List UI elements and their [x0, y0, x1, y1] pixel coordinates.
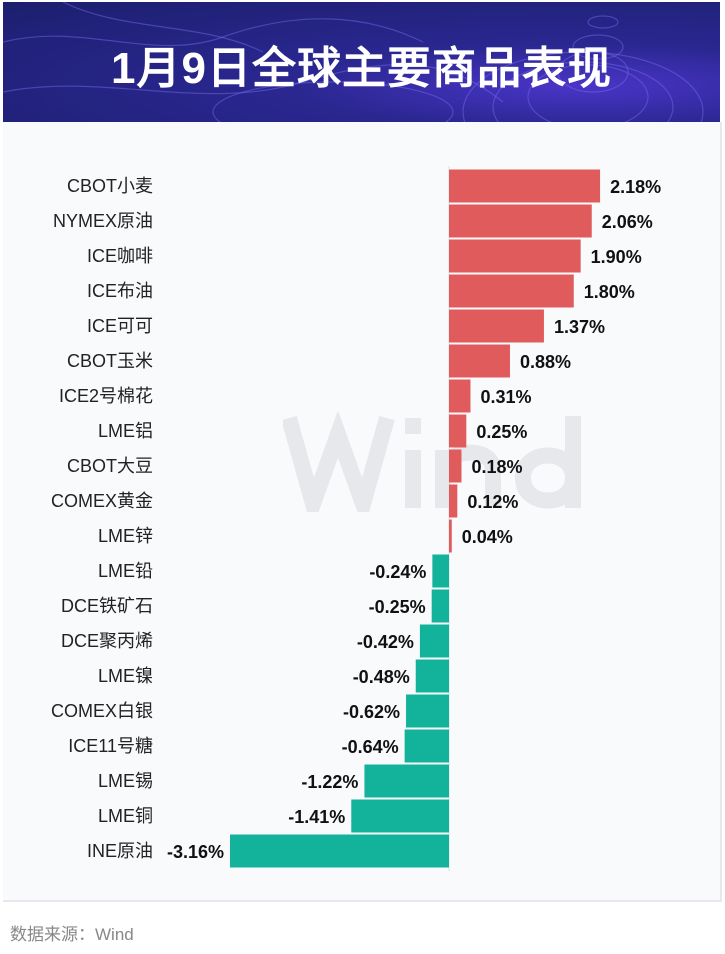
value-label: 0.31% — [480, 387, 531, 407]
category-label: DCE铁矿石 — [61, 596, 153, 616]
category-label: NYMEX原油 — [53, 211, 153, 231]
category-label: LME镍 — [98, 666, 153, 686]
wind-watermark-logo — [283, 412, 581, 512]
value-label: 0.12% — [467, 492, 518, 512]
value-label: 0.18% — [471, 457, 522, 477]
bar — [449, 379, 471, 413]
bar — [432, 554, 449, 588]
category-label: DCE聚丙烯 — [61, 631, 153, 651]
bar — [351, 799, 449, 833]
value-label: 2.18% — [610, 177, 661, 197]
bar — [449, 239, 581, 273]
value-label: -0.25% — [369, 597, 426, 617]
category-label: CBOT大豆 — [67, 456, 153, 476]
source-note: 数据来源：Wind — [10, 925, 134, 944]
category-label: COMEX白银 — [51, 701, 153, 721]
bar — [449, 204, 592, 238]
value-label: 2.06% — [602, 212, 653, 232]
value-label: 1.80% — [584, 282, 635, 302]
bar — [230, 834, 449, 868]
category-label: INE原油 — [87, 841, 153, 861]
category-label: LME铝 — [98, 421, 153, 441]
category-label: ICE11号糖 — [68, 736, 153, 756]
value-label: 1.37% — [554, 317, 605, 337]
category-label: LME锡 — [98, 771, 153, 791]
category-label: CBOT小麦 — [67, 176, 153, 196]
chart-title: 1月9日全球主要商品表现 — [111, 44, 612, 93]
bar — [406, 694, 449, 728]
header-banner: 1月9日全球主要商品表现 — [3, 2, 720, 122]
value-label: -3.16% — [167, 842, 224, 862]
value-label: 1.90% — [591, 247, 642, 267]
value-label: -0.24% — [369, 562, 426, 582]
bar — [449, 344, 510, 378]
bar — [449, 449, 462, 483]
value-label: 0.88% — [520, 352, 571, 372]
bar — [449, 274, 574, 308]
category-label: LME铜 — [98, 806, 153, 826]
bar — [449, 484, 458, 518]
category-label: LME锌 — [98, 526, 153, 546]
category-label: CBOT玉米 — [67, 351, 153, 371]
bar — [415, 659, 449, 693]
bar — [449, 309, 544, 343]
category-label: ICE布油 — [87, 281, 153, 301]
chart-panel: CBOT小麦 2.18% NYMEX原油 2.06% ICE咖啡 1.90% ICE布油 1.… — [3, 122, 722, 902]
bar — [449, 519, 452, 553]
value-label: -0.42% — [357, 632, 414, 652]
value-label: -1.41% — [288, 807, 345, 827]
value-label: 0.25% — [476, 422, 527, 442]
bar — [404, 729, 449, 763]
category-label: COMEX黄金 — [51, 491, 153, 511]
category-label: LME铅 — [98, 561, 153, 581]
bar — [419, 624, 449, 658]
bar — [449, 169, 601, 203]
value-label: 0.04% — [462, 527, 513, 547]
value-label: -0.64% — [342, 737, 399, 757]
value-label: -0.62% — [343, 702, 400, 722]
category-label: ICE可可 — [87, 316, 153, 336]
bar — [449, 414, 467, 448]
contour-background — [3, 2, 704, 122]
value-label: -1.22% — [301, 772, 358, 792]
category-label: ICE咖啡 — [87, 246, 153, 266]
bar — [364, 764, 449, 798]
value-label: -0.48% — [353, 667, 410, 687]
bar-chart: CBOT小麦 2.18% NYMEX原油 2.06% ICE咖啡 1.90% ICE布油 1.… — [51, 166, 661, 871]
bar — [431, 589, 449, 623]
category-label: ICE2号棉花 — [59, 386, 153, 406]
